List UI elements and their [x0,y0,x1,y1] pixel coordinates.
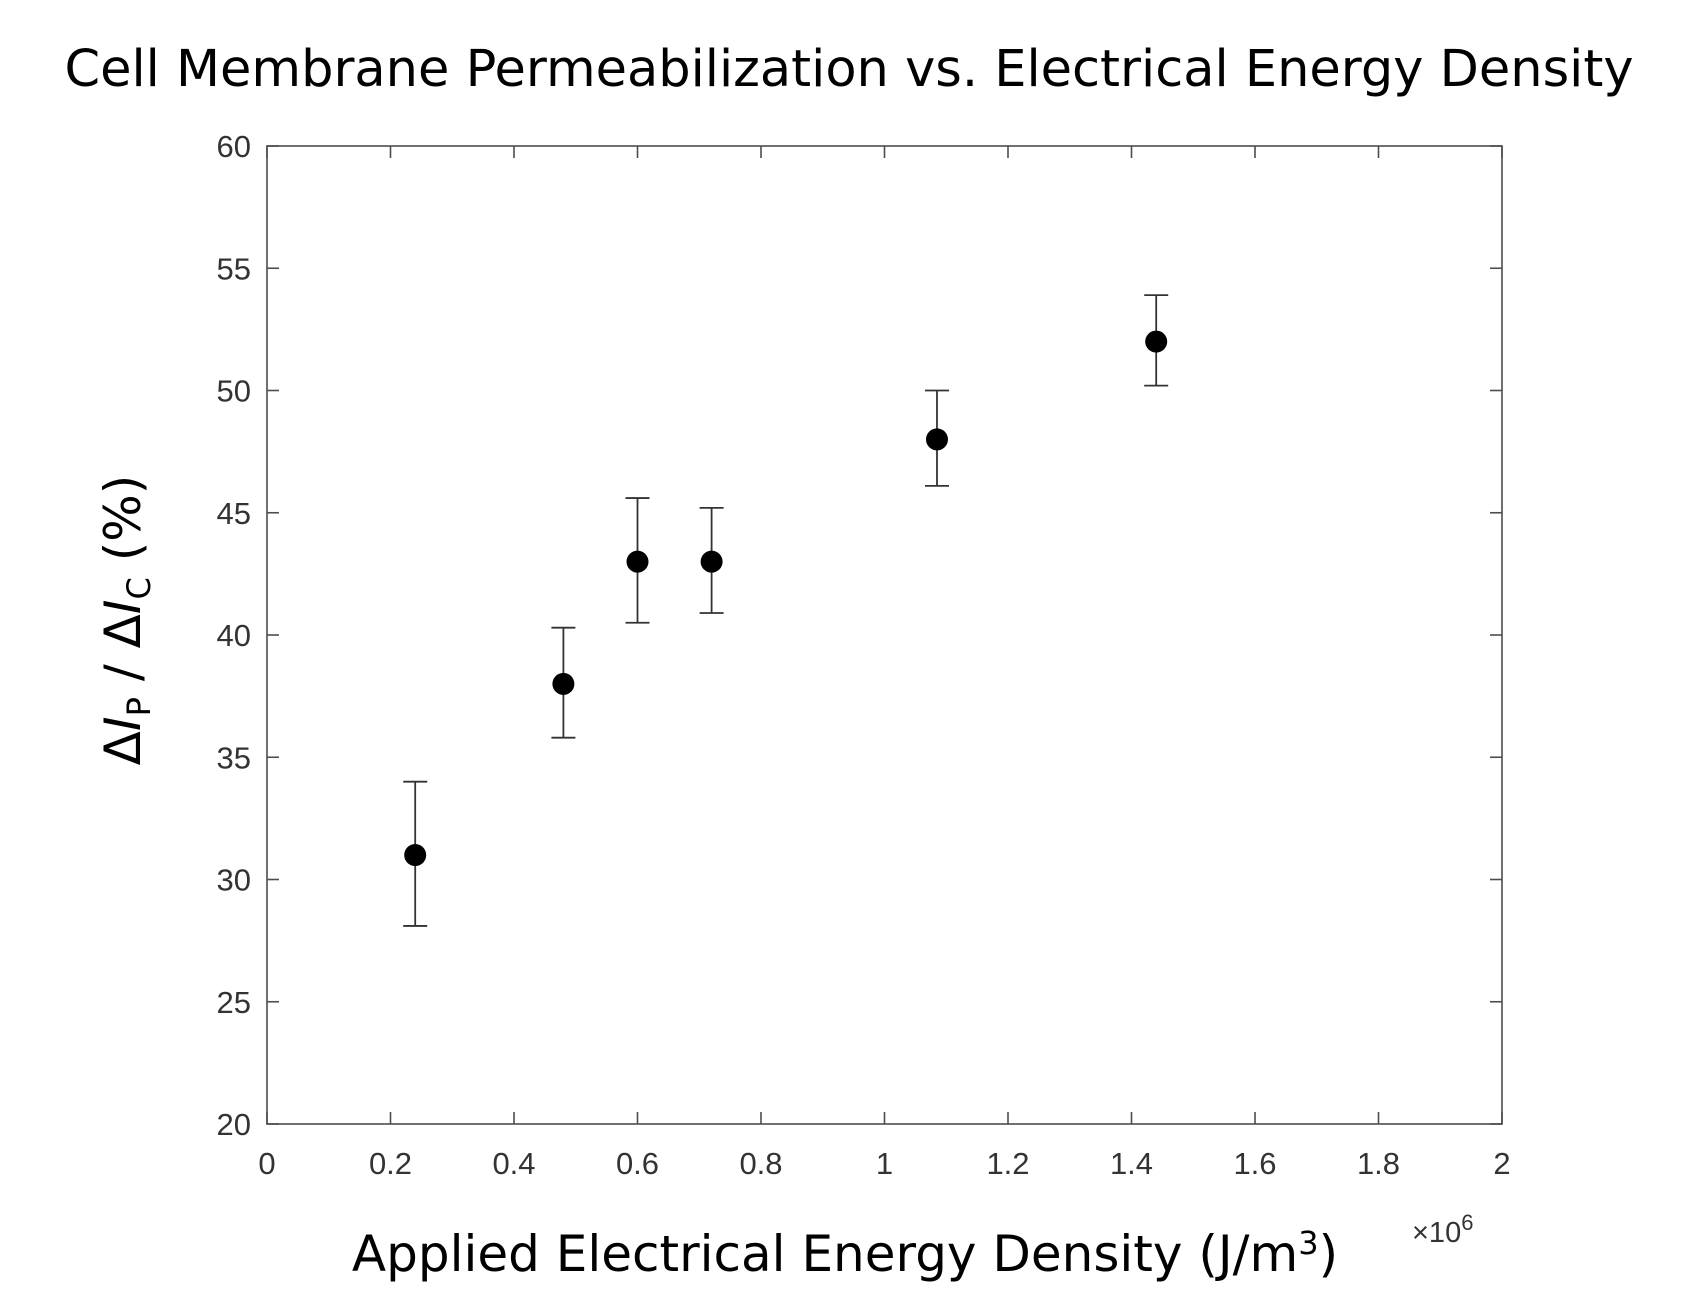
y-axis-label-var1: I [94,716,152,731]
x-tick-label: 1.8 [1357,1146,1400,1181]
x-tick-label: 0.8 [739,1146,782,1181]
y-tick-label: 25 [217,985,251,1020]
x-tick-label: 1 [876,1146,893,1181]
chart-title: Cell Membrane Permeabilization vs. Elect… [64,40,1633,99]
y-axis-label-sub1: P [120,697,158,716]
y-axis-label-suffix: (%) [94,475,152,577]
x-tick-label: 1.4 [1110,1146,1153,1181]
x-axis-ticks: 0 0.2 0.4 0.6 0.8 1 1.2 1.4 1.6 1.8 2 [258,146,1511,1181]
x-axis-label-text: Applied Electrical Energy Density (J/m [352,1225,1298,1283]
y-axis-label: ΔIP / ΔIC (%) [94,475,158,766]
y-tick-label: 45 [217,496,251,531]
x-axis-multiplier: ×106 [1412,1210,1473,1249]
x-axis-label-superscript: 3 [1298,1224,1318,1262]
data-point [552,672,575,695]
x-tick-label: 0.4 [492,1146,535,1181]
axes-box [266,145,1503,1125]
y-axis-label-sub2: C [120,577,158,599]
x-tick-label: 1.6 [1233,1146,1276,1181]
y-axis-ticks: 20 25 30 35 40 45 50 55 60 [217,129,1502,1142]
x-tick-label: 0.2 [369,1146,412,1181]
y-axis-label-delta: Δ [94,731,152,765]
data-markers [404,330,1168,867]
data-point [925,428,948,451]
y-tick-label: 35 [217,740,251,775]
x-axis-multiplier-exponent: 6 [1461,1210,1473,1235]
x-tick-label: 0 [258,1146,275,1181]
y-tick-label: 40 [217,618,251,653]
x-axis-multiplier-base: ×10 [1412,1217,1461,1249]
y-tick-label: 30 [217,863,251,898]
y-tick-label: 50 [217,374,251,409]
data-point [700,550,723,573]
x-axis-label-suffix: ) [1319,1225,1339,1283]
data-point [626,550,649,573]
x-axis-label: Applied Electrical Energy Density (J/m3) [352,1224,1338,1283]
x-tick-label: 0.6 [616,1146,659,1181]
y-axis-label-var2: I [94,599,152,614]
y-axis-label-delta-2: Δ [94,614,152,648]
plot-area [266,145,1503,1125]
data-point [404,844,427,867]
y-tick-label: 55 [217,251,251,286]
y-tick-label: 20 [217,1107,251,1142]
data-point [1145,330,1168,353]
x-tick-label: 2 [1493,1146,1510,1181]
y-axis-label-separator: / [94,648,152,697]
y-tick-label: 60 [217,129,251,164]
x-tick-label: 1.2 [986,1146,1029,1181]
